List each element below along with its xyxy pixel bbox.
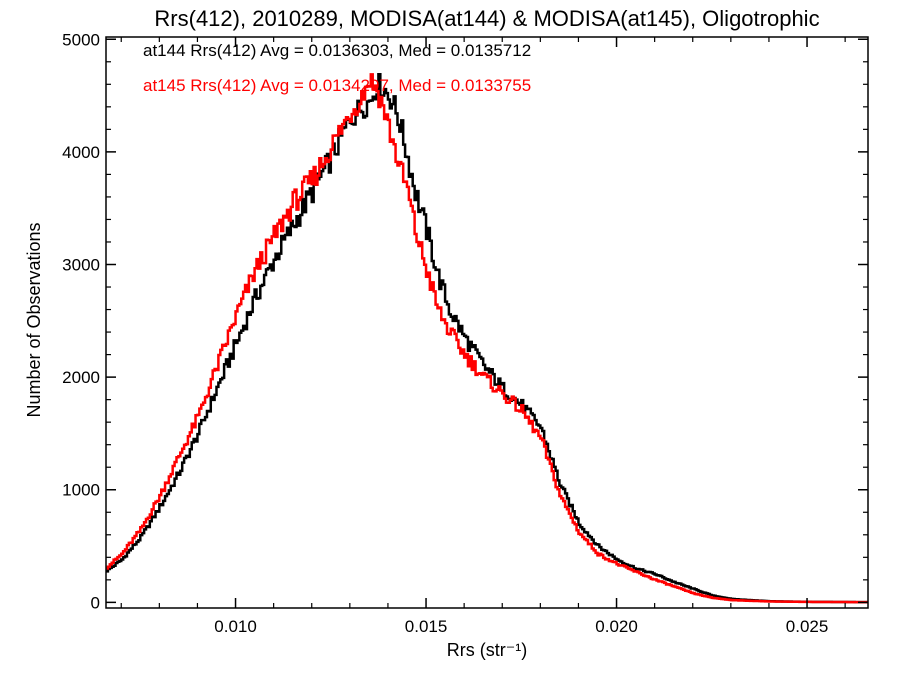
annotation-at144: at144 Rrs(412) Avg = 0.0136303, Med = 0.… xyxy=(143,41,531,60)
y-tick-label: 0 xyxy=(91,593,100,612)
y-axis-label: Number of Observations xyxy=(24,222,44,417)
plot-area: 0.010 0.015 0.020 0.025 0 1000 2000 3000 4000 500… xyxy=(62,30,868,636)
annotation-at145: at145 Rrs(412) Avg = 0.0134297, Med = 0.… xyxy=(143,76,531,95)
y-tick-label: 1000 xyxy=(62,481,100,500)
y-tick-label: 5000 xyxy=(62,30,100,49)
x-tick-label: 0.020 xyxy=(595,617,638,636)
y-tick-label: 3000 xyxy=(62,255,100,274)
x-axis-label: Rrs (str⁻¹) xyxy=(447,640,527,660)
x-tick-label: 0.025 xyxy=(786,617,829,636)
plot-frame xyxy=(105,36,869,609)
y-tick-label: 2000 xyxy=(62,368,100,387)
x-tick-label: 0.010 xyxy=(214,617,257,636)
chart-title: Rrs(412), 2010289, MODISA(at144) & MODIS… xyxy=(154,6,819,31)
y-tick-label: 4000 xyxy=(62,143,100,162)
x-tick-label: 0.015 xyxy=(405,617,448,636)
series-1-step-line xyxy=(106,73,868,604)
